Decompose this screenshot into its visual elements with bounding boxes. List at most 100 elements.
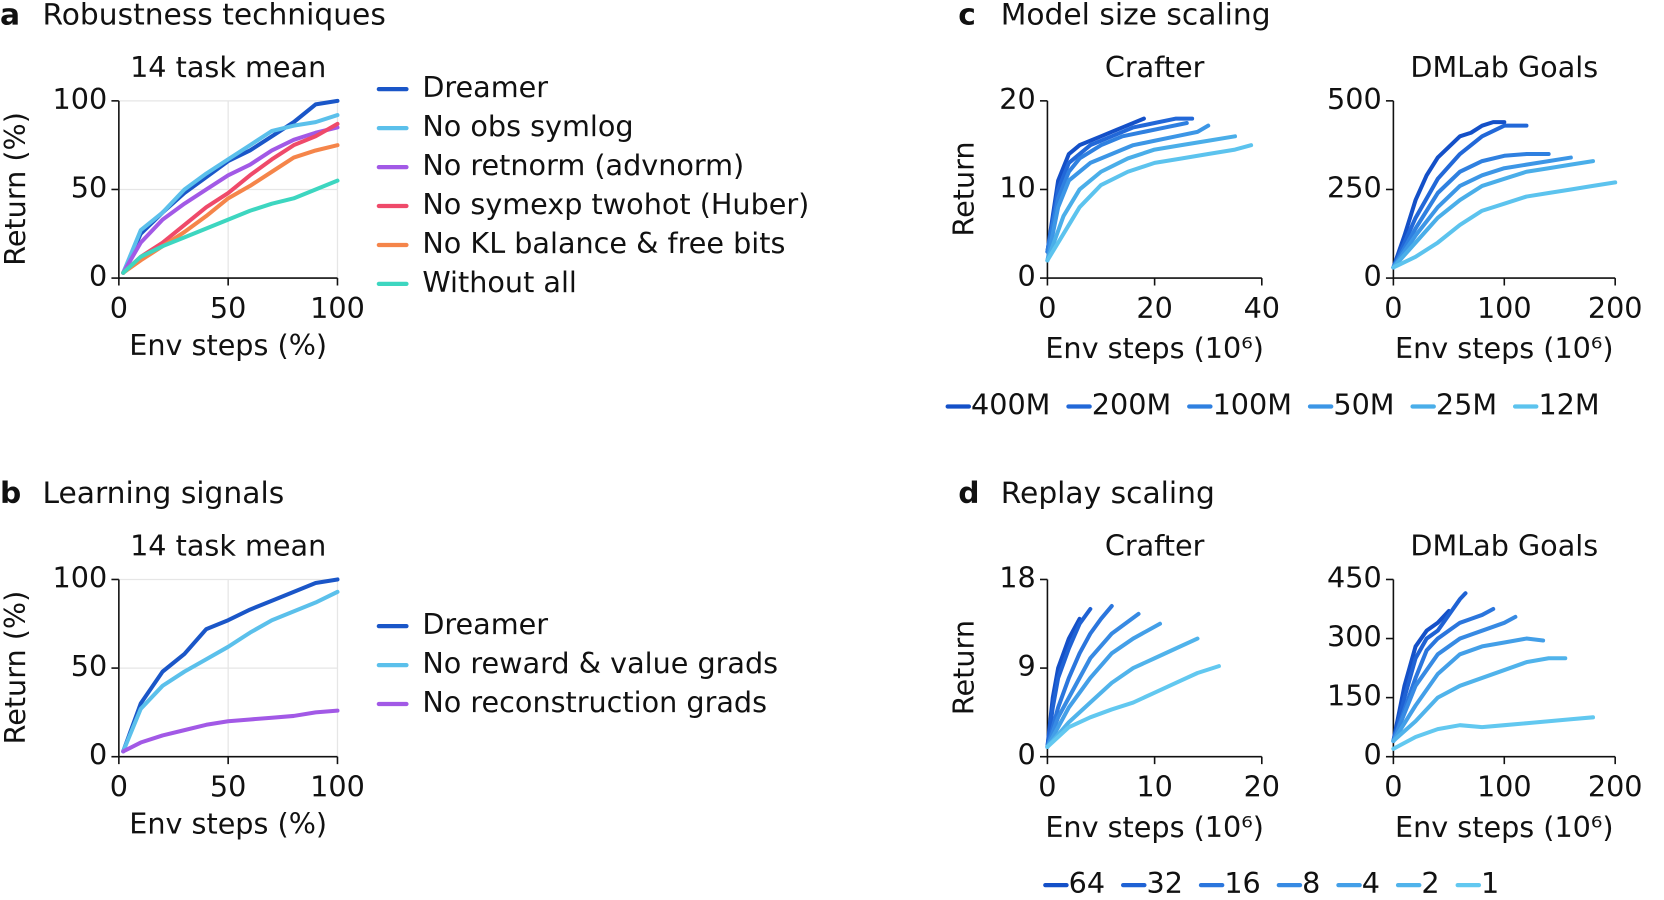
series-line <box>121 178 340 275</box>
panel-label: d <box>958 476 979 511</box>
series-line <box>1391 614 1518 743</box>
legend-label: 12M <box>1538 387 1599 421</box>
x-tick-label: 0 <box>1038 770 1056 804</box>
subplot-title: Crafter <box>1105 50 1205 84</box>
series-line <box>1391 180 1618 270</box>
legend-label: 16 <box>1224 866 1260 900</box>
series-line <box>1391 155 1573 270</box>
series-line <box>121 589 340 754</box>
x-axis-label: Env steps (%) <box>129 807 327 841</box>
y-tick-label: 0 <box>1018 259 1036 293</box>
y-tick-label: 50 <box>71 170 107 204</box>
legend-label: Dreamer <box>422 607 548 641</box>
series-line <box>1391 656 1568 743</box>
y-tick-label: 18 <box>999 560 1035 594</box>
x-tick-label: 0 <box>1038 291 1056 325</box>
series-line <box>121 113 340 275</box>
y-tick-label: 0 <box>89 738 107 772</box>
series-line <box>1391 159 1596 270</box>
y-axis-label: Return <box>947 620 981 715</box>
legend-label: 25M <box>1436 387 1497 421</box>
x-tick-label: 0 <box>1384 770 1402 804</box>
panel-title: Robustness techniques <box>42 0 385 32</box>
x-tick-label: 0 <box>110 291 128 325</box>
legend-label: 4 <box>1362 866 1380 900</box>
panel-title: Learning signals <box>42 476 284 511</box>
subplot-title: DMLab Goals <box>1410 50 1598 84</box>
y-tick-label: 450 <box>1327 560 1382 594</box>
x-tick-label: 40 <box>1244 291 1280 325</box>
series-line <box>1045 606 1093 749</box>
x-tick-label: 20 <box>1244 770 1280 804</box>
y-tick-label: 0 <box>1018 738 1036 772</box>
x-axis-label: Env steps (10⁶) <box>1045 810 1264 844</box>
y-axis-label: Return (%) <box>0 591 32 745</box>
series-line <box>1391 152 1551 270</box>
series-line <box>121 708 340 754</box>
series-line <box>1045 604 1114 749</box>
series-line <box>1045 143 1254 263</box>
y-tick-label: 100 <box>53 82 108 116</box>
y-tick-label: 10 <box>999 170 1035 204</box>
legend-label: No KL balance & free bits <box>422 226 785 260</box>
legend-label: Without all <box>422 265 577 299</box>
legend-label: 50M <box>1333 387 1394 421</box>
series-line <box>1391 591 1468 743</box>
series-line <box>121 577 340 754</box>
series-line <box>1391 123 1529 270</box>
y-tick-label: 0 <box>1363 738 1381 772</box>
series-line <box>1391 120 1507 270</box>
subplot-title: 14 task mean <box>130 50 326 84</box>
x-axis-label: Env steps (10⁶) <box>1395 810 1614 844</box>
y-tick-label: 0 <box>89 259 107 293</box>
x-axis-label: Env steps (%) <box>129 328 327 362</box>
y-tick-label: 100 <box>53 560 108 594</box>
series-line <box>1045 611 1141 749</box>
x-tick-label: 100 <box>310 770 365 804</box>
legend-label: 200M <box>1092 387 1171 421</box>
legend-label: No symexp twohot (Huber) <box>422 187 809 221</box>
series-line <box>1391 636 1546 743</box>
series-line <box>1045 636 1200 749</box>
x-axis-label: Env steps (10⁶) <box>1045 331 1264 365</box>
panel-label: c <box>958 0 976 32</box>
y-tick-label: 500 <box>1327 82 1382 116</box>
series-line <box>1391 715 1596 751</box>
y-tick-label: 0 <box>1363 259 1381 293</box>
x-tick-label: 50 <box>210 291 246 325</box>
legend-label: 8 <box>1302 866 1320 900</box>
panel-title: Replay scaling <box>1001 476 1215 511</box>
series-line <box>1391 606 1496 743</box>
panel-label: b <box>0 476 21 511</box>
legend-label: No obs symlog <box>422 109 633 143</box>
legend-label: No reconstruction grads <box>422 685 767 719</box>
subplot-title: Crafter <box>1105 529 1205 563</box>
legend-label: 64 <box>1069 866 1105 900</box>
y-tick-label: 150 <box>1327 679 1382 713</box>
series-line <box>1045 134 1238 263</box>
legend-label: Dreamer <box>422 70 548 104</box>
series-line <box>1045 116 1146 254</box>
subplot-title: DMLab Goals <box>1410 529 1598 563</box>
series-line <box>1045 621 1162 749</box>
series-line <box>1391 608 1451 743</box>
x-tick-label: 100 <box>1477 770 1532 804</box>
legend-label: No retnorm (advnorm) <box>422 148 744 182</box>
y-tick-label: 300 <box>1327 620 1382 654</box>
legend-label: 100M <box>1213 387 1292 421</box>
series-line <box>1045 116 1195 254</box>
legend-label: 2 <box>1421 866 1439 900</box>
panel-title: Model size scaling <box>1001 0 1271 32</box>
x-tick-label: 200 <box>1588 770 1643 804</box>
x-tick-label: 10 <box>1136 770 1172 804</box>
x-tick-label: 0 <box>110 770 128 804</box>
panel-label: a <box>0 0 20 32</box>
legend-label: No reward & value grads <box>422 646 778 680</box>
subplot-title: 14 task mean <box>130 529 326 563</box>
series-line <box>1045 120 1189 254</box>
y-axis-label: Return (%) <box>0 112 32 266</box>
x-tick-label: 20 <box>1136 291 1172 325</box>
x-tick-label: 200 <box>1588 291 1643 325</box>
legend-label: 1 <box>1481 866 1499 900</box>
